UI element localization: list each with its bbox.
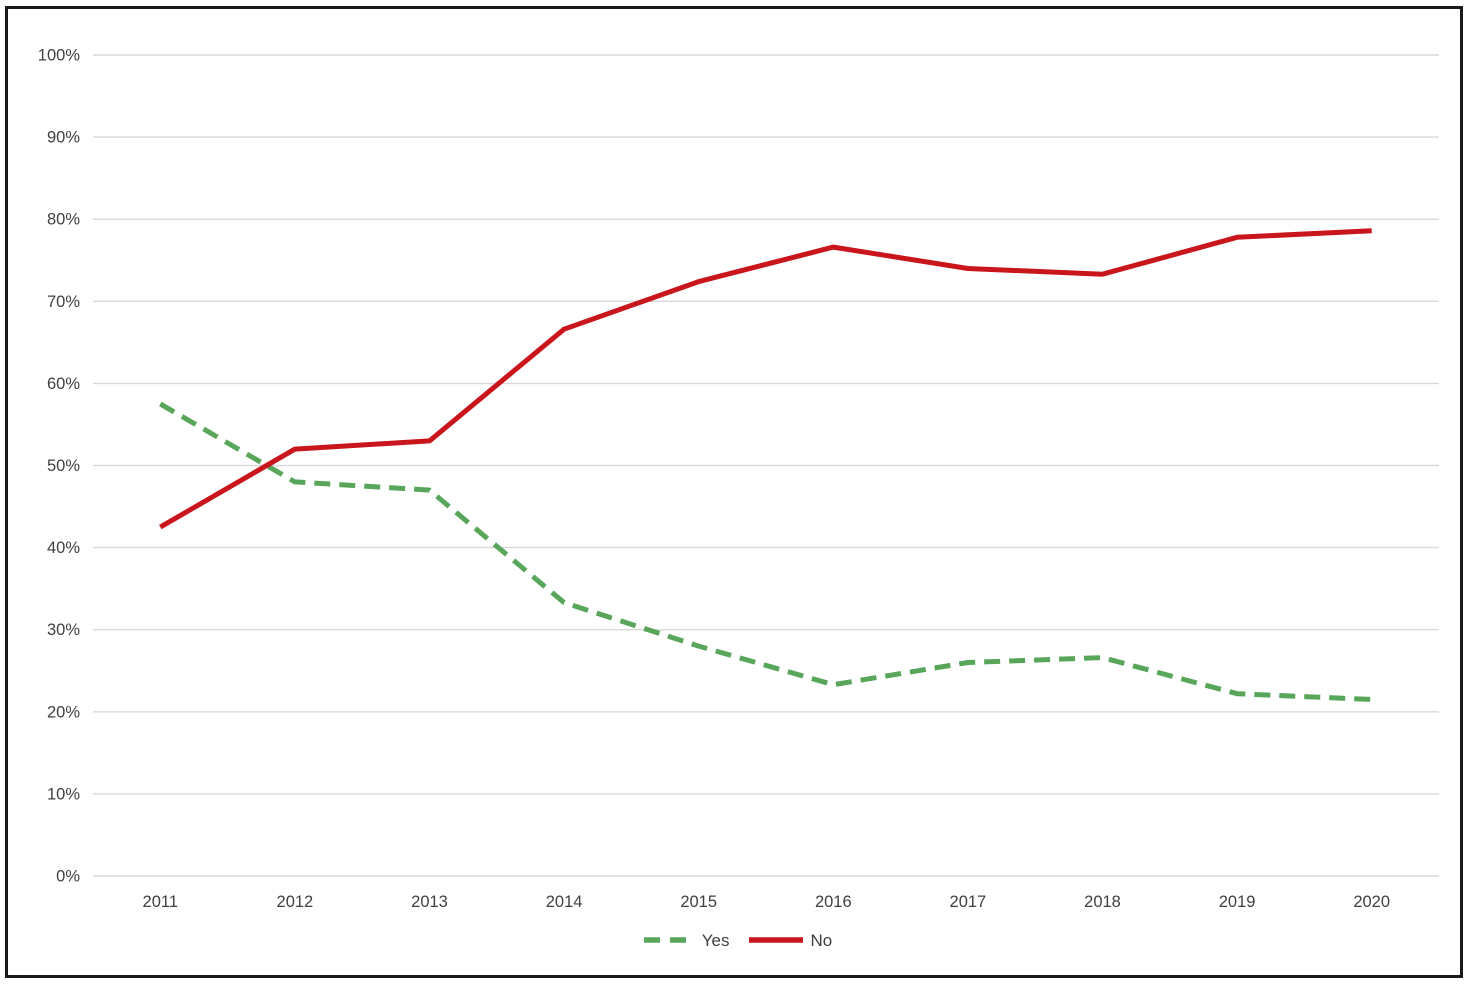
x-tick-label: 2014 [546,893,583,911]
x-tick-label: 2015 [680,893,717,911]
x-tick-label: 2017 [950,893,987,911]
y-tick-label: 0% [56,868,80,886]
legend: Yes No [0,925,1475,955]
series-line-no [159,228,1372,530]
y-tick-label: 20% [47,703,80,721]
legend-label-no: No [810,930,833,950]
legend-item-no: No [748,930,833,950]
chart-frame [5,6,1463,978]
x-tick-label: 2020 [1353,893,1390,911]
y-tick-label: 30% [47,621,80,639]
no-solid-line-swatch [748,937,803,943]
x-tick-label: 2012 [277,893,314,911]
y-tick-label: 90% [47,129,80,147]
y-tick-label: 70% [47,293,80,311]
legend-label-yes: Yes [701,930,730,950]
x-tick-label: 2018 [1084,893,1121,911]
x-tick-label: 2011 [143,893,178,911]
y-tick-label: 50% [47,457,80,475]
y-tick-label: 60% [47,375,80,393]
series-line-yes [159,401,1372,702]
x-tick-label: 2016 [815,893,852,911]
x-tick-label: 2013 [411,893,448,911]
legend-item-yes: Yes [643,932,730,949]
y-tick-label: 100% [38,47,81,65]
yes-dashed-line-swatch [643,937,694,943]
y-tick-label: 80% [47,211,80,229]
y-tick-label: 10% [47,785,80,803]
y-tick-label: 40% [47,539,80,557]
x-tick-label: 2019 [1219,893,1256,911]
